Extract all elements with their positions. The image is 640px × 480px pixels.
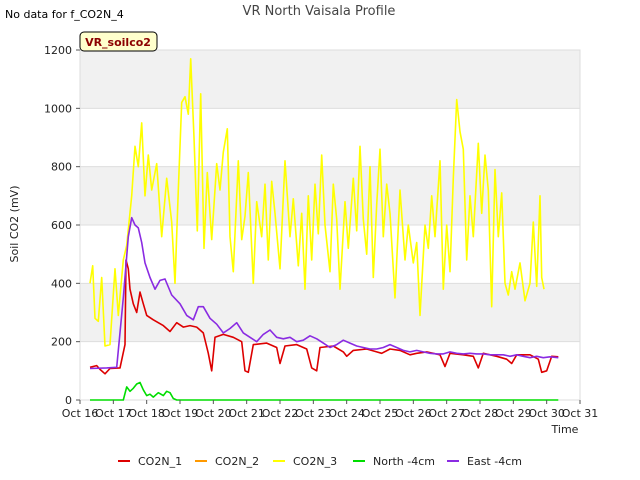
- x-tick-label: Oct 20: [195, 407, 232, 420]
- badge: VR_soilco2: [79, 31, 158, 52]
- x-tick-label: Oct 18: [128, 407, 165, 420]
- x-tick-label: Oct 28: [462, 407, 499, 420]
- x-tick-label: Oct 25: [362, 407, 399, 420]
- y-tick-label: 1200: [44, 44, 72, 57]
- x-tick-label: Oct 30: [528, 407, 565, 420]
- plot-band: [80, 50, 580, 109]
- y-tick-label: 200: [51, 336, 72, 349]
- legend-label: CO2N_3: [293, 455, 337, 468]
- x-tick-label: Oct 16: [62, 407, 99, 420]
- x-tick-label: Oct 17: [95, 407, 132, 420]
- legend: CO2N_1 CO2N_2 CO2N_3 North -4cm East -4cm: [118, 455, 522, 468]
- x-tick-label: Oct 22: [262, 407, 299, 420]
- no-data-note: No data for f_CO2N_4: [5, 8, 124, 21]
- y-tick-label: 600: [51, 219, 72, 232]
- series-line-co2n-1: [89, 259, 559, 375]
- legend-label: North -4cm: [373, 455, 435, 468]
- x-tick-label: Oct 23: [295, 407, 332, 420]
- y-tick-label: 1000: [44, 102, 72, 115]
- x-axis-label: Time: [551, 423, 579, 436]
- x-tick-label: Oct 27: [428, 407, 465, 420]
- y-axis-label: Soil CO2 (mV): [8, 186, 21, 263]
- series-line-north-4cm: [90, 381, 559, 401]
- series-layer: [89, 58, 559, 401]
- legend-label: East -4cm: [467, 455, 522, 468]
- plot-bands: [80, 50, 580, 342]
- chart-title: VR North Vaisala Profile: [243, 4, 396, 19]
- x-tick-label: Oct 26: [395, 407, 432, 420]
- x-tick-label: Oct 19: [162, 407, 199, 420]
- y-tick-label: 0: [65, 394, 72, 407]
- badge-label: VR_soilco2: [85, 36, 151, 49]
- series-line-co2n-3: [89, 58, 545, 347]
- legend-label: CO2N_2: [215, 455, 259, 468]
- plot-band: [80, 283, 580, 342]
- series-line-east-4cm: [89, 216, 559, 370]
- badge-box: [79, 31, 158, 52]
- y-axis-ticks: 0 200 400 600 800 1000 1200: [44, 44, 80, 407]
- x-tick-label: Oct 21: [228, 407, 265, 420]
- x-tick-label: Oct 24: [328, 407, 365, 420]
- legend-label: CO2N_1: [138, 455, 182, 468]
- y-tick-label: 800: [51, 161, 72, 174]
- x-tick-label: Oct 29: [495, 407, 532, 420]
- x-tick-label: Oct 31: [562, 407, 599, 420]
- y-tick-label: 400: [51, 277, 72, 290]
